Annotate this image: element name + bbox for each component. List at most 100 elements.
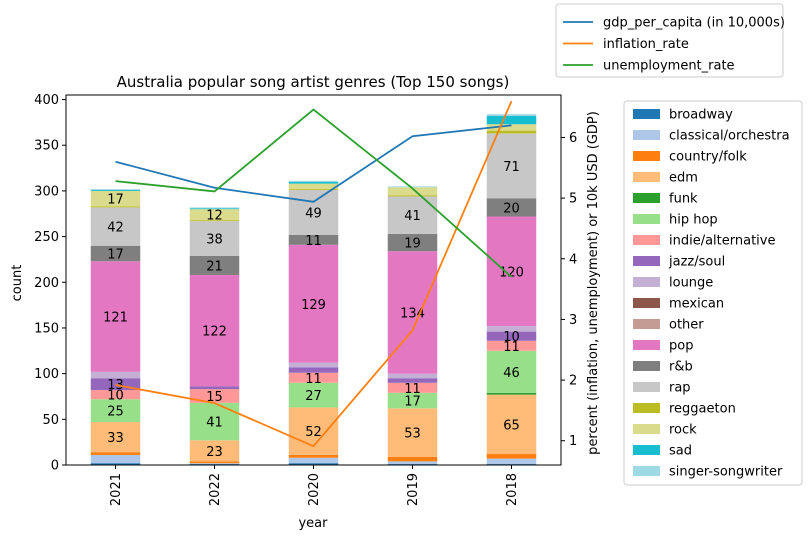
y-tick-label: 300 bbox=[34, 184, 59, 199]
bar-reggaeton-2018 bbox=[486, 130, 537, 134]
bar-label-r-b-2020: 11 bbox=[305, 234, 322, 249]
bar-r-b-2020 bbox=[288, 234, 339, 245]
y2-tick-label: 3 bbox=[569, 313, 577, 328]
legend-swatch-indie-alternative bbox=[633, 235, 660, 245]
legend-label-inflation-rate: inflation_rate bbox=[603, 37, 689, 52]
legend-swatch-mexican bbox=[633, 298, 660, 308]
legend-swatch-jazz-soul bbox=[633, 256, 660, 266]
legend-label-rock: rock bbox=[669, 423, 697, 438]
x-tick-label: 2018 bbox=[505, 473, 520, 506]
x-tick-label: 2021 bbox=[109, 473, 124, 506]
y-tick-label: 50 bbox=[42, 413, 59, 428]
bar-rock-2022 bbox=[189, 209, 240, 221]
bar-label-indie-alternative-2018: 11 bbox=[503, 340, 520, 355]
bar-country-folk-2018 bbox=[486, 454, 537, 459]
legend-swatch-rap bbox=[633, 382, 660, 392]
bar-hip-hop-2019 bbox=[387, 392, 438, 409]
legend-label-rap: rap bbox=[669, 381, 691, 396]
bar-label-rock-2022: 12 bbox=[206, 209, 223, 224]
bar-country-folk-2021 bbox=[90, 452, 141, 455]
bar-indie-alternative-2021 bbox=[90, 390, 141, 400]
bar-singer-songwriter-2019 bbox=[387, 186, 438, 188]
bar-singer-songwriter-2018 bbox=[486, 114, 537, 117]
bar-label-pop-2022: 122 bbox=[202, 325, 227, 340]
bar-hip-hop-2022 bbox=[189, 402, 240, 441]
bar-edm-2018 bbox=[486, 394, 537, 455]
legend-swatch-r-b bbox=[633, 361, 660, 371]
bar-label-rock-2021: 17 bbox=[107, 193, 124, 208]
bar-label-r-b-2019: 19 bbox=[404, 237, 421, 252]
legend-label-sad: sad bbox=[669, 444, 692, 459]
legend-label-other: other bbox=[669, 318, 704, 333]
bar-label-indie-alternative-2022: 15 bbox=[206, 390, 223, 405]
bar-broadway-2020 bbox=[288, 463, 339, 465]
bar-classical-orchestra-2020 bbox=[288, 457, 339, 464]
y-axis-label: count bbox=[10, 265, 25, 302]
bar-edm-2021 bbox=[90, 422, 141, 453]
bar-country-folk-2022 bbox=[189, 461, 240, 464]
line-inflation-rate bbox=[115, 100, 513, 448]
bar-singer-songwriter-2021 bbox=[90, 189, 141, 191]
y2-tick-label: 2 bbox=[569, 374, 577, 389]
bar-classical-orchestra-2022 bbox=[189, 463, 240, 465]
legend-label-gdp-per-capita-in-10-000s: gdp_per_capita (in 10,000s) bbox=[603, 16, 785, 31]
bar-label-indie-alternative-2021: 10 bbox=[107, 389, 124, 404]
bar-label-indie-alternative-2019: 11 bbox=[404, 382, 421, 397]
bar-classical-orchestra-2021 bbox=[90, 454, 141, 464]
bar-edm-2019 bbox=[387, 408, 438, 457]
bar-r-b-2019 bbox=[387, 233, 438, 252]
bar-reggaeton-2022 bbox=[189, 220, 240, 222]
y-tick-label: 0 bbox=[51, 459, 59, 474]
bar-indie-alternative-2020 bbox=[288, 372, 339, 383]
bar-lounge-2019 bbox=[387, 373, 438, 379]
bar-sad-2020 bbox=[288, 181, 339, 184]
bar-lounge-2021 bbox=[90, 371, 141, 379]
bar-rap-2020 bbox=[288, 190, 339, 235]
legend-swatch-rock bbox=[633, 424, 660, 434]
legend-label-reggaeton: reggaeton bbox=[669, 402, 736, 417]
x-tick-label: 2020 bbox=[307, 473, 322, 506]
bar-reggaeton-2021 bbox=[90, 206, 141, 208]
bar-label-r-b-2021: 17 bbox=[107, 248, 124, 263]
bar-indie-alternative-2019 bbox=[387, 382, 438, 393]
bar-label-rap-2020: 49 bbox=[305, 206, 322, 221]
bar-label-rap-2019: 41 bbox=[404, 209, 421, 224]
legend-swatch-singer-songwriter bbox=[633, 466, 660, 476]
bar-r-b-2018 bbox=[486, 198, 537, 217]
legend-swatch-country-folk bbox=[633, 151, 660, 161]
y2-tick-label: 1 bbox=[569, 434, 577, 449]
bar-label-pop-2021: 121 bbox=[103, 311, 128, 326]
y-tick-label: 150 bbox=[34, 321, 59, 336]
bar-label-hip-hop-2021: 25 bbox=[107, 405, 124, 420]
line-gdp-per-capita-in-10-000s bbox=[115, 124, 512, 203]
legend-swatch-classical-orchestra bbox=[633, 130, 660, 140]
bar-jazz-soul-2019 bbox=[387, 378, 438, 383]
bar-indie-alternative-2018 bbox=[486, 340, 537, 351]
bar-stacks bbox=[90, 114, 537, 465]
y2-tick-label: 5 bbox=[569, 192, 577, 207]
x-tick-label: 2022 bbox=[208, 473, 223, 506]
bar-label-rap-2018: 71 bbox=[503, 160, 520, 175]
y-tick-label: 350 bbox=[34, 139, 59, 154]
bar-jazz-soul-2020 bbox=[288, 367, 339, 373]
bar-pop-2020 bbox=[288, 244, 339, 363]
legend-label-broadway: broadway bbox=[669, 108, 733, 123]
bar-indie-alternative-2022 bbox=[189, 389, 240, 403]
legend-label-pop: pop bbox=[669, 339, 693, 354]
bar-value-labels: 3325101312117421723411512221381252271112… bbox=[103, 160, 524, 460]
legend-swatch-edm bbox=[633, 172, 660, 182]
bar-jazz-soul-2021 bbox=[90, 378, 141, 391]
bar-rock-2019 bbox=[387, 187, 438, 196]
legend-label-r-b: r&b bbox=[669, 360, 693, 375]
y-tick-label: 400 bbox=[34, 93, 59, 108]
bar-broadway-2021 bbox=[90, 463, 141, 465]
legend-label-lounge: lounge bbox=[669, 276, 713, 291]
bar-pop-2021 bbox=[90, 261, 141, 372]
bar-pop-2018 bbox=[486, 216, 537, 327]
bar-label-hip-hop-2018: 46 bbox=[503, 366, 520, 381]
legend-label-hip-hop: hip hop bbox=[669, 213, 718, 228]
bar-singer-songwriter-2020 bbox=[288, 180, 339, 182]
bar-label-hip-hop-2022: 41 bbox=[206, 416, 223, 431]
